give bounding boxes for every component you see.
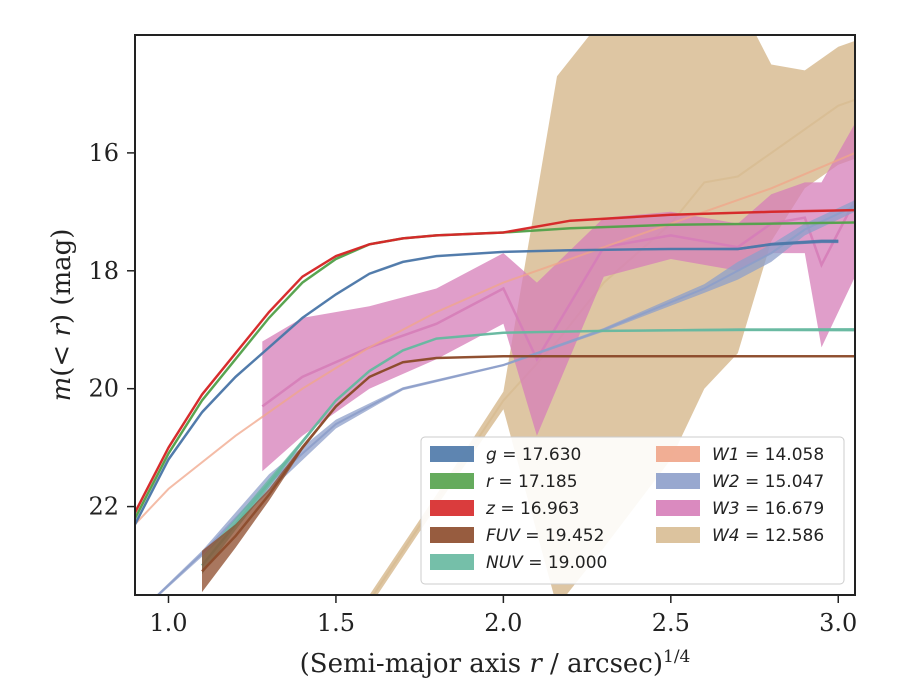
x-tick-label: 1.5 — [317, 609, 355, 637]
line-nuv — [201, 328, 855, 567]
line-w1 — [135, 151, 855, 525]
y-axis-label: m(< r) (mag) — [47, 229, 77, 402]
x-tick-label: 1.0 — [149, 609, 187, 637]
y-tick-label: 22 — [88, 493, 119, 521]
legend-swatch — [430, 554, 474, 570]
series-g — [135, 239, 839, 527]
x-tick-label: 2.5 — [652, 609, 690, 637]
legend-label: FUV = 19.452 — [486, 526, 604, 546]
legend-entry-w4: W4 = 12.586 — [656, 526, 824, 546]
legend-label: z = 16.963 — [485, 499, 579, 519]
y-tick-label: 20 — [88, 375, 119, 403]
series-layer — [135, 35, 855, 595]
line-w4 — [372, 98, 855, 595]
legend-box — [420, 436, 845, 585]
series-fuv — [201, 355, 855, 593]
legend-swatch — [430, 446, 474, 462]
series-w1 — [135, 151, 855, 525]
legend-label: r = 17.185 — [486, 472, 578, 492]
legend-entry-w3: W3 = 16.679 — [656, 499, 824, 519]
legend-label: W3 = 16.679 — [712, 499, 824, 519]
series-z — [135, 208, 855, 515]
band-w3 — [262, 123, 855, 472]
plot-frame — [134, 34, 856, 596]
band-w4 — [369, 35, 855, 595]
legend-label: NUV = 19.000 — [486, 553, 607, 573]
legend-entry-g: g = 17.630 — [430, 445, 581, 465]
y-tick-label: 16 — [88, 139, 119, 167]
y-tick-label: 18 — [88, 257, 119, 285]
legend-label: g = 17.630 — [486, 445, 581, 465]
series-w4 — [369, 35, 855, 595]
series-nuv — [201, 328, 855, 575]
legend-entry-fuv: FUV = 19.452 — [430, 526, 604, 546]
legend-label: W4 = 12.586 — [712, 526, 824, 546]
legend-label: W1 = 14.058 — [712, 445, 824, 465]
legend-swatch — [656, 473, 700, 489]
legend-entry-nuv: NUV = 19.000 — [430, 553, 607, 573]
legend-entry-z: z = 16.963 — [430, 499, 579, 519]
legend-label: W2 = 15.047 — [712, 472, 824, 492]
x-tick-label: 3.0 — [819, 609, 857, 637]
legend-swatch — [430, 500, 474, 516]
legend: g = 17.630 r = 17.185 z = 16.963 FUV = 19.4… — [420, 436, 845, 585]
legend-entry-r: r = 17.185 — [430, 472, 578, 492]
line-fuv — [201, 355, 855, 573]
x-axis-label: (Semi-major axis r / arcsec)1/4 — [300, 647, 691, 679]
legend-swatch — [656, 500, 700, 516]
line-g — [135, 240, 839, 525]
line-z — [135, 208, 855, 514]
legend-entry-w2: W2 = 15.047 — [656, 472, 824, 492]
legend-swatch — [430, 473, 474, 489]
x-tick-label: 2.0 — [484, 609, 522, 637]
legend-swatch — [656, 446, 700, 462]
ticks-layer: 1.0 1.5 2.0 2.5 3.0 16 18 20 22 — [88, 139, 857, 637]
legend-entry-w1: W1 = 14.058 — [656, 445, 824, 465]
legend-swatch — [656, 527, 700, 543]
legend-swatch — [430, 527, 474, 543]
